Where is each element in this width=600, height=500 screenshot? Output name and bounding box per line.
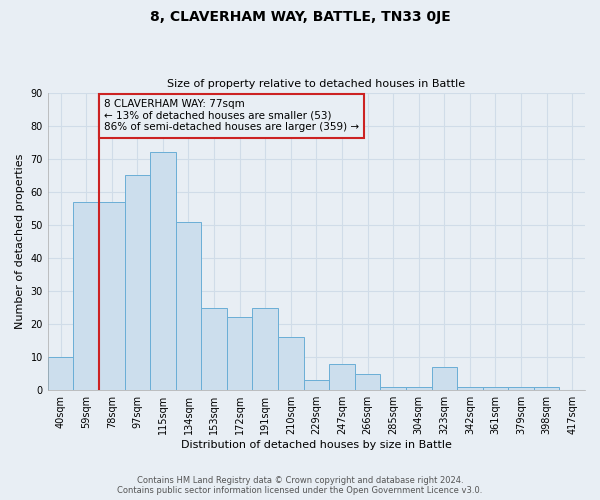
Bar [99,202,125,390]
Bar [227,318,253,390]
Bar [201,308,227,390]
Bar [278,338,304,390]
Bar [431,367,457,390]
Bar [125,175,150,390]
Bar [176,222,201,390]
Bar [534,387,559,390]
Title: Size of property relative to detached houses in Battle: Size of property relative to detached ho… [167,79,466,89]
Bar [48,357,73,390]
Bar [150,152,176,390]
Text: 8 CLAVERHAM WAY: 77sqm
← 13% of detached houses are smaller (53)
86% of semi-det: 8 CLAVERHAM WAY: 77sqm ← 13% of detached… [104,99,359,132]
Text: 8, CLAVERHAM WAY, BATTLE, TN33 0JE: 8, CLAVERHAM WAY, BATTLE, TN33 0JE [149,10,451,24]
Bar [508,387,534,390]
X-axis label: Distribution of detached houses by size in Battle: Distribution of detached houses by size … [181,440,452,450]
Bar [457,387,482,390]
Bar [304,380,329,390]
Bar [355,374,380,390]
Y-axis label: Number of detached properties: Number of detached properties [15,154,25,329]
Bar [482,387,508,390]
Bar [329,364,355,390]
Bar [253,308,278,390]
Bar [406,387,431,390]
Bar [73,202,99,390]
Text: Contains HM Land Registry data © Crown copyright and database right 2024.
Contai: Contains HM Land Registry data © Crown c… [118,476,482,495]
Bar [380,387,406,390]
